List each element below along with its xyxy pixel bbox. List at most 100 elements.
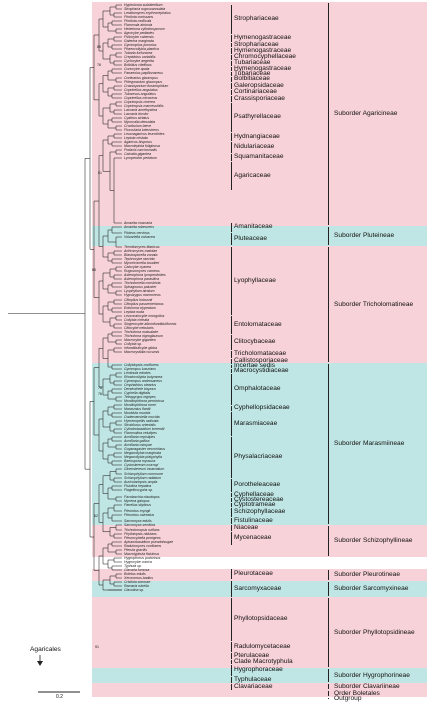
leaf-label: Lyophyllum atratum [124,289,155,293]
leaf-label: Pholiota mollicula [124,19,152,23]
leaf-label: Schizophyllum radiatum [124,476,162,480]
suborder-bracket [328,364,329,524]
leaf-label: Armillaria gallica [124,439,150,443]
bootstrap-value: 76 [97,63,101,67]
leaf-label: Clitopilus hobsonii [124,298,153,302]
family-bracket [231,405,232,411]
leaf-label: Agrocybe pediades [124,31,154,35]
family-label: Clitocybaceae [234,338,276,345]
leaf-label: Conocybe apala [124,67,150,71]
family-bracket [231,597,232,641]
family-bracket [231,524,232,531]
family-bracket [231,580,232,597]
leaf-label: Panellus stipticus [124,503,152,507]
family-label: Hydnangiaceae [234,132,280,140]
suborder-band [92,597,427,668]
family-bracket [231,364,232,368]
leaf-label: Phyllotopsis nidulans [124,532,157,536]
family-label: Omphalotaceae [234,385,281,392]
leaf-label: Coprinellus angulatus [124,88,158,92]
leaf-label: Tubaria furfuracea [124,51,153,55]
leaf-label: Tricholoma matsutake [124,330,159,334]
family-bracket [231,664,232,676]
family-label: Cyphellaceae [234,490,274,498]
leaf-label: Crepidotus variabilis [124,55,156,59]
leaf-label: Leucoagaricus leucothites [124,132,165,136]
leaf-label: Gymnopus luxurians [124,367,156,371]
leaf-label: Aphanobasidium pseudotsugae [124,540,174,544]
family-bracket [231,358,232,364]
family-bracket [231,82,232,89]
leaf-label: Stropharia rugosoannulata [124,7,166,11]
leaf-label: Hebeloma cylindrosporum [124,27,165,31]
suborder-bracket [328,698,329,699]
family-label: Amanitaceae [234,223,273,230]
suborder-bracket [328,669,329,682]
leaf-label: Flagelloscypha sp. [124,488,153,492]
leaf-label: Calocybe cyanea [124,265,151,269]
bootstrap-value: 51 [98,171,102,175]
family-bracket [231,102,232,132]
leaf-label: Moniliophthora roreri [124,403,157,407]
leaf-label: Hygrophorus pudorinus [124,556,161,560]
leaf-label: Psilocybe cubensis [124,35,154,39]
family-label: Cyphellopsidaceae [234,404,290,411]
family-bracket [231,161,232,190]
leaf-label: Calvatia gigantea [124,152,152,156]
leaf-label: Sphagnurus paluster [124,285,157,289]
leaf-label: Rugosomyces carneus [124,269,160,273]
suborder-band [92,569,427,581]
suborder-bracket [328,684,329,689]
family-label: Pterulaceae [234,651,270,659]
family-label: Typhulaceae [234,675,272,683]
leaf-label: Omphalotus olearius [124,383,157,387]
leaf-label: Cystostereum murrayi [124,463,159,467]
suborder-label: Outgroup [334,694,362,702]
family-bracket [231,315,232,334]
leaf-label: Entoloma clypeatum [124,306,156,310]
leaf-label: Favolaschia claudopus [124,495,160,499]
leaf-label: Pleurocybella porrigens [124,536,161,540]
leaf-label: Crucibulum laeve [124,124,152,128]
leaf-label: Mucidula mucida [124,411,151,415]
family-label: Lyophyllaceae [234,276,276,284]
scale-bar-label: 0.2 [56,694,63,700]
leaf-label: Phlegmacium glaucopus [124,80,163,84]
leaf-label: Infundibulicybe gibba [124,346,157,350]
family-bracket [231,4,232,34]
family-label: Tricholomataceae [234,350,287,357]
family-bracket [231,89,232,95]
family-label: Tubariaceae [234,69,271,77]
family-bracket [231,153,232,161]
suborder-band [92,668,427,683]
leaf-label: Hymenopellis radicata [124,419,159,423]
leaf-label: Macrotyphula fistulosa [124,552,159,556]
family-bracket [231,246,232,315]
leaf-label: Gloeostereum incarnatum [124,467,165,471]
leaf-label: Guyanagaster necrorhizus [124,447,166,451]
family-bracket [231,141,232,153]
agaricales-clade-label: Agaricales [30,646,61,653]
family-bracket [231,132,232,141]
leaf-label: Ramaria rubella [124,584,149,588]
leaf-label: Radulomyces confluens [124,544,162,548]
suborder-label: Suborder Sarcomyxineae [334,585,409,592]
bootstrap-value: 76 [98,386,102,390]
family-label: Hymenogastraceae [234,64,292,72]
family-bracket [231,373,232,405]
family-label: Hymenogastraceae [234,34,292,41]
suborder-label: Suborder Hygrophorineae [334,671,410,679]
family-bracket [231,568,232,579]
family-label: Agaricaceae [234,171,271,179]
family-bracket [231,66,232,71]
suborder-bracket [328,3,329,225]
leaf-label: Clitocybe nebularis [124,326,154,330]
leaf-label: Collybiopsis confluens [124,363,159,367]
family-bracket [231,492,232,497]
suborder-band [92,690,427,697]
leaf-label: Phaeocollybia plantica [124,47,159,51]
leaf-label: Megacollybia marginata [124,451,161,455]
family-bracket [231,641,232,652]
leaf-label: Sarcomyxa edulis [124,519,152,523]
leaf-label: Galerina marginata [124,39,154,43]
